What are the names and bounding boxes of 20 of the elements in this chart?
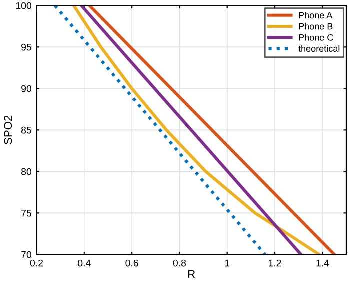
legend-label: theoretical (298, 45, 340, 52)
x-tick-label: 0.8 (173, 260, 186, 267)
x-axis-title: R (188, 270, 196, 278)
x-tick-label: 0.6 (126, 260, 138, 267)
y-tick-label: 85 (22, 126, 32, 134)
legend-label: Phone C (299, 34, 334, 41)
x-tick-label: 1 (225, 260, 230, 267)
y-axis-title: SPO2 (4, 116, 12, 144)
y-tick-label: 90 (22, 85, 32, 92)
y-tick-label: 100 (16, 2, 32, 10)
x-tick-label: 1.4 (316, 260, 330, 267)
legend-label: Phone A (299, 12, 333, 19)
x-tick-label: 1.2 (269, 260, 282, 267)
legend-label: Phone B (299, 23, 333, 30)
y-tick-label: 75 (22, 210, 32, 217)
x-tick-label: 0.2 (30, 260, 44, 267)
x-tick-label: 0.4 (78, 260, 91, 267)
y-tick-label: 80 (22, 168, 32, 176)
y-tick-label: 95 (22, 44, 32, 51)
y-tick-label: 70 (22, 251, 32, 258)
